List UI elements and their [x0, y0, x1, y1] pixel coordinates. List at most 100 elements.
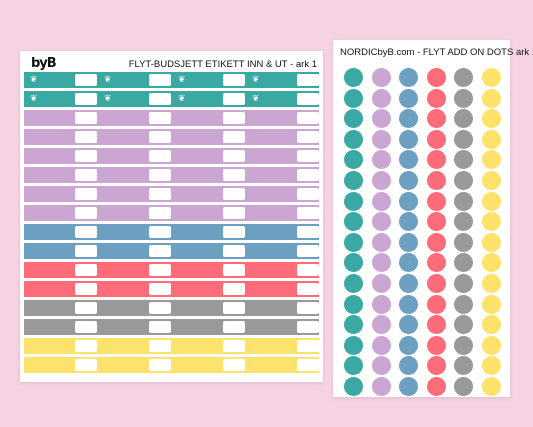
label-box	[149, 112, 171, 124]
dot-sticker	[454, 109, 473, 129]
label-box	[149, 150, 171, 162]
dot-sticker	[426, 109, 446, 129]
dot-sticker	[371, 232, 391, 252]
dot-sticker	[454, 150, 473, 170]
dot-sticker	[371, 335, 391, 355]
dot-sticker	[344, 150, 363, 170]
dot-row	[344, 232, 501, 252]
dot-sticker	[454, 294, 473, 314]
label-box	[149, 207, 171, 219]
dot-sticker	[399, 150, 418, 170]
dot-row	[344, 150, 501, 170]
label-box	[75, 226, 97, 238]
dot-sticker	[426, 191, 446, 211]
dot-sticker	[454, 170, 473, 190]
label-box	[149, 264, 171, 276]
dot-sticker	[344, 294, 363, 314]
dot-sticker	[399, 253, 418, 273]
label-box	[75, 245, 97, 257]
label-box	[149, 226, 171, 238]
dot-sticker	[426, 294, 446, 314]
dots-sheet-title: NORDICbyB.com - FLYT ADD ON DOTS ark 1	[340, 47, 533, 58]
dot-sticker	[481, 109, 501, 129]
label-box	[149, 245, 171, 257]
dot-sticker	[426, 253, 446, 273]
label-box	[223, 321, 245, 333]
label-box	[297, 207, 319, 219]
dot-sticker	[481, 129, 501, 149]
sticker-row	[24, 281, 319, 297]
label-box	[297, 283, 319, 295]
label-box	[297, 112, 319, 124]
label-box	[223, 302, 245, 314]
label-box	[149, 169, 171, 181]
dot-sticker	[454, 376, 473, 396]
label-box	[223, 131, 245, 143]
label-box	[223, 264, 245, 276]
label-box	[149, 340, 171, 352]
sheet-title: FLYT-BUDSJETT ETIKETT INN & UT - ark 1	[128, 59, 317, 70]
dot-sticker	[454, 253, 473, 273]
leaf-icon: ❦	[252, 94, 260, 104]
label-box	[223, 169, 245, 181]
dot-sticker	[481, 191, 501, 211]
label-box	[149, 188, 171, 200]
label-box	[297, 264, 319, 276]
dot-sticker	[371, 170, 391, 190]
dot-sticker	[344, 109, 363, 129]
dot-sticker	[426, 68, 446, 87]
dot-sticker	[481, 212, 501, 232]
dot-sticker	[454, 315, 473, 335]
dot-sticker	[481, 273, 501, 293]
sticker-row: ❦ ❦ ❦ ❦	[24, 91, 319, 107]
dot-sticker	[344, 212, 363, 232]
dot-sticker	[399, 376, 418, 396]
dot-sticker	[371, 129, 391, 149]
dot-row	[344, 129, 501, 149]
sticker-row	[24, 319, 319, 335]
dot-sticker	[426, 232, 446, 252]
dots-sticker-sheet: NORDICbyB.com - FLYT ADD ON DOTS ark 1	[333, 40, 533, 398]
label-box	[75, 169, 97, 181]
label-box	[149, 74, 171, 86]
dot-sticker	[399, 232, 418, 252]
byb-logo: byB	[31, 56, 57, 71]
dot-sticker	[454, 68, 473, 87]
dot-sticker	[371, 356, 391, 376]
dot-row	[344, 315, 501, 335]
sticker-row	[24, 110, 319, 126]
sticker-row	[24, 224, 319, 240]
dot-sticker	[344, 129, 363, 149]
dot-sticker	[481, 376, 501, 396]
label-box	[149, 321, 171, 333]
label-box	[223, 188, 245, 200]
dot-sticker	[344, 88, 363, 108]
leaf-icon: ❦	[178, 94, 186, 104]
sticker-row	[24, 129, 319, 145]
dot-row	[344, 376, 501, 396]
dot-sticker	[426, 315, 446, 335]
label-box	[149, 359, 171, 371]
label-box	[297, 131, 319, 143]
label-box	[149, 283, 171, 295]
dot-row	[344, 356, 501, 376]
dot-grid	[344, 68, 501, 398]
sticker-row	[24, 205, 319, 221]
label-box	[75, 321, 97, 333]
dot-sticker	[426, 170, 446, 190]
label-box	[297, 302, 319, 314]
label-box	[75, 359, 97, 371]
dot-sticker	[344, 273, 363, 293]
dot-sticker	[399, 335, 418, 355]
leaf-icon: ❦	[178, 75, 186, 85]
dot-sticker	[481, 335, 501, 355]
dot-sticker	[399, 191, 418, 211]
dot-sticker	[454, 88, 473, 108]
dot-sticker	[454, 212, 473, 232]
dot-sticker	[344, 170, 363, 190]
dot-sticker	[371, 88, 391, 108]
dot-sticker	[399, 356, 418, 376]
label-box	[75, 93, 97, 105]
dot-row	[344, 109, 501, 129]
label-box	[297, 359, 319, 371]
